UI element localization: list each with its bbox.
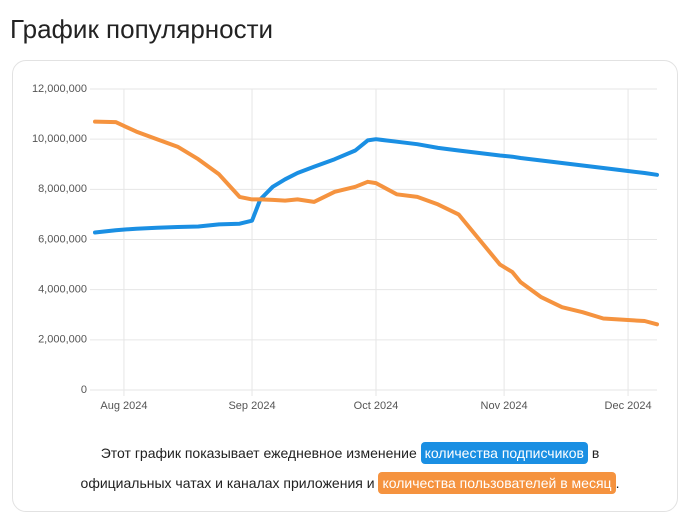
x-tick-label: Oct 2024 <box>354 400 399 412</box>
series-line <box>93 137 659 235</box>
caption: Этот график показывает ежедневное измене… <box>60 438 640 498</box>
y-tick-label: 4,000,000 <box>38 284 87 296</box>
y-tick-label: 6,000,000 <box>38 233 87 245</box>
legend-entry: количества подписчиков <box>420 442 588 464</box>
x-tick-label: Sep 2024 <box>228 400 275 412</box>
y-tick-label: 2,000,000 <box>38 334 87 346</box>
caption-text: в <box>591 445 600 461</box>
caption-text: Этот график показывает ежедневное измене… <box>100 445 417 461</box>
page-title: График популярности <box>10 14 274 44</box>
series-line <box>93 119 659 327</box>
x-tick-label: Dec 2024 <box>605 400 652 412</box>
y-tick-label: 10,000,000 <box>32 133 87 145</box>
x-tick-label: Aug 2024 <box>100 400 147 412</box>
y-tick-label: 0 <box>81 384 87 396</box>
y-tick-label: 12,000,000 <box>32 83 87 95</box>
x-tick-label: Nov 2024 <box>481 400 528 412</box>
caption-text: . <box>615 475 620 491</box>
y-tick-label: 8,000,000 <box>38 183 87 195</box>
caption-text: официальных чатах и каналах приложения и <box>80 475 375 491</box>
legend-entry: количества пользователей в месяц <box>378 472 616 494</box>
chart-card <box>12 60 678 512</box>
